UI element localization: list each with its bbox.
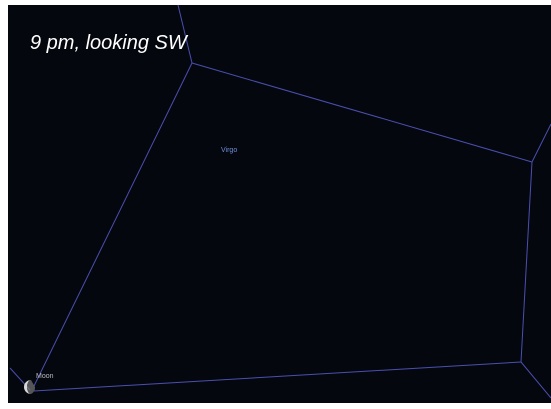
moon-icon: [24, 380, 31, 394]
moon-shade: [27, 380, 36, 394]
boundary-line: [520, 161, 533, 363]
boundary-line: [191, 62, 533, 163]
boundary-line: [33, 62, 193, 387]
constellation-label: Virgo: [221, 147, 237, 154]
sky-background: [8, 5, 551, 403]
boundary-line: [177, 4, 193, 64]
title: 9 pm, looking SW: [30, 32, 189, 54]
boundary-line: [531, 123, 551, 163]
boundary-line: [520, 361, 551, 399]
moon-label: Moon: [36, 373, 54, 380]
constellation-boundaries: [9, 4, 551, 399]
boundary-line: [33, 361, 522, 392]
